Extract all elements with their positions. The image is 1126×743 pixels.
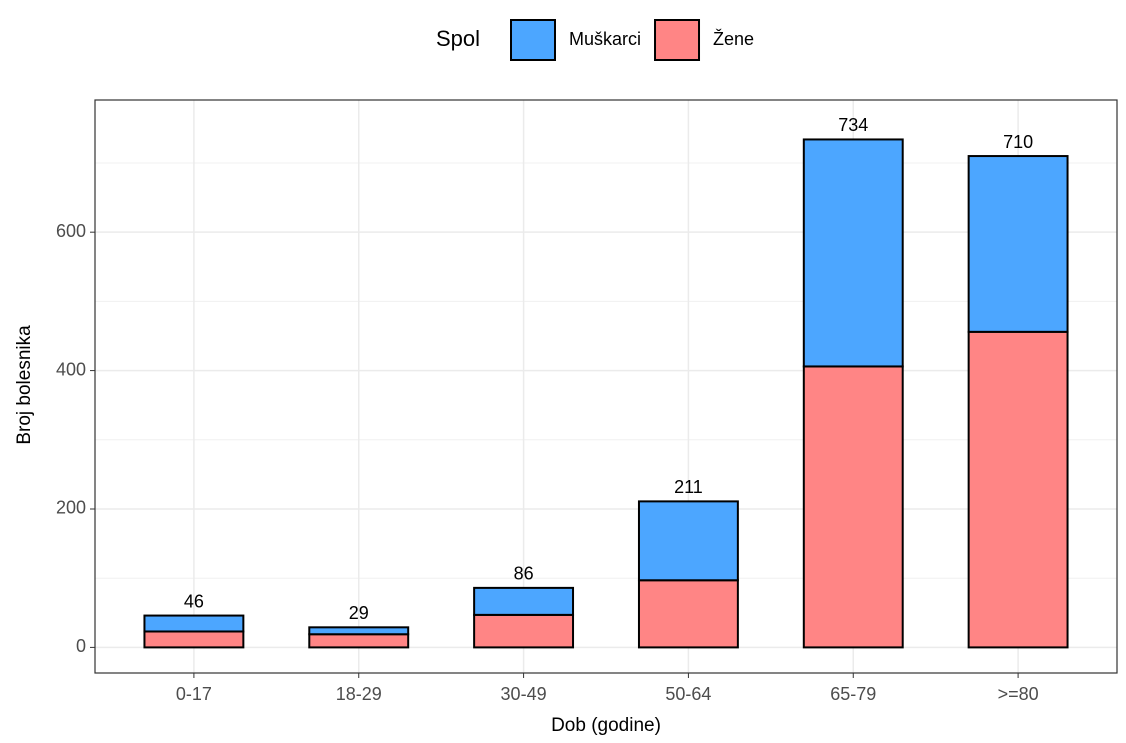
total-label: 211 bbox=[674, 477, 703, 497]
total-label: 86 bbox=[514, 564, 534, 584]
plot-panel bbox=[95, 100, 1117, 673]
bar-segment bbox=[143, 630, 245, 649]
x-axis-title: Dob (godine) bbox=[551, 715, 661, 736]
legend-title: Spol bbox=[436, 26, 480, 51]
bar-segment bbox=[802, 138, 904, 368]
total-label: 734 bbox=[838, 115, 868, 135]
y-tick-label: 200 bbox=[56, 498, 86, 518]
bar-segment bbox=[802, 365, 904, 649]
bar-segment bbox=[967, 155, 1069, 333]
x-tick-label: 50-64 bbox=[665, 684, 711, 704]
legend-label: Muškarci bbox=[569, 29, 641, 49]
legend-key bbox=[510, 19, 556, 61]
panel-border bbox=[94, 99, 1118, 674]
bar-segment bbox=[308, 626, 410, 636]
legend-key bbox=[654, 19, 701, 61]
bar-segment bbox=[143, 614, 245, 633]
total-label: 710 bbox=[1003, 132, 1033, 152]
x-tick-label: 65-79 bbox=[830, 684, 876, 704]
y-tick-label: 400 bbox=[56, 359, 86, 379]
bar-segment bbox=[637, 579, 739, 649]
bar-segment bbox=[308, 633, 410, 649]
legend-label: Žene bbox=[713, 29, 754, 49]
bar-segment bbox=[637, 500, 739, 582]
total-label: 29 bbox=[349, 603, 369, 623]
x-tick-label: 30-49 bbox=[501, 684, 547, 704]
bar-segment bbox=[473, 586, 575, 616]
y-tick-label: 600 bbox=[56, 221, 86, 241]
y-tick-label: 0 bbox=[76, 636, 86, 656]
x-tick-label: >=80 bbox=[998, 684, 1039, 704]
total-label: 46 bbox=[184, 591, 204, 611]
bar-segment bbox=[473, 613, 575, 649]
bar-segment bbox=[967, 330, 1069, 649]
x-tick-label: 18-29 bbox=[336, 684, 382, 704]
x-tick-label: 0-17 bbox=[176, 684, 212, 704]
y-axis-title: Broj bolesnika bbox=[14, 325, 35, 445]
